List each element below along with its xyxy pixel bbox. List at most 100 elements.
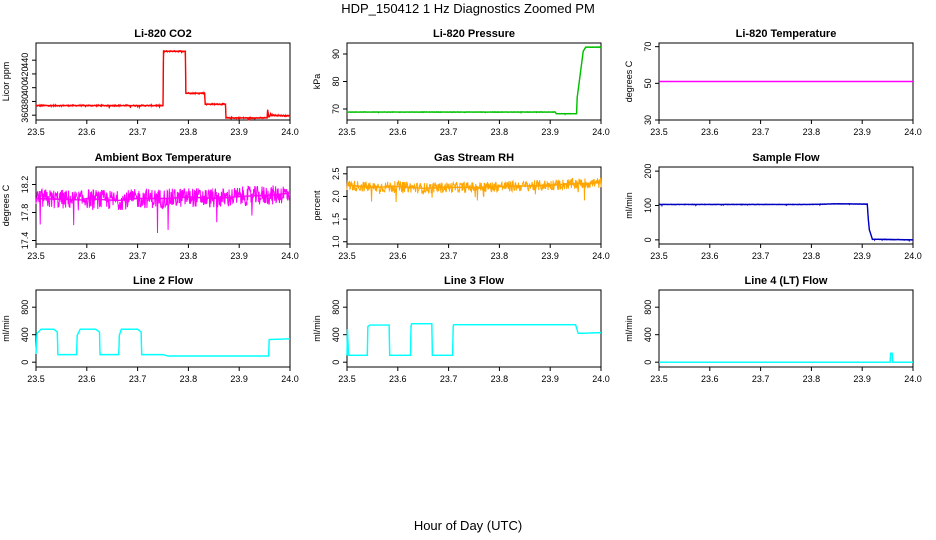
series-trend-line [347, 46, 601, 115]
x-tick-label: 23.8 [803, 127, 821, 137]
x-tick-label: 23.7 [752, 127, 770, 137]
y-tick-label: 2.5 [331, 168, 341, 181]
series-line [346, 177, 602, 202]
x-tick-label: 23.5 [338, 251, 356, 261]
x-tick-label: 23.5 [338, 127, 356, 137]
y-tick-label: 1.0 [331, 235, 341, 248]
y-tick-label: 400 [643, 327, 653, 342]
plot-frame [35, 166, 291, 245]
x-tick-label: 23.9 [230, 374, 248, 384]
y-tick-label: 200 [643, 164, 653, 179]
x-tick-label: 23.8 [180, 127, 198, 137]
x-tick-label: 23.6 [701, 251, 719, 261]
chart-panel-4: Ambient Box Temperature degrees C 23.5 23.6… [1, 152, 299, 261]
series-trend-line [35, 192, 291, 202]
x-tick-label: 23.8 [491, 127, 509, 137]
y-tick-label: 100 [643, 198, 653, 213]
x-tick-label: 23.9 [541, 374, 559, 384]
x-tick-label: 23.9 [853, 251, 871, 261]
y-tick-label: 30 [643, 115, 653, 125]
x-tick-label: 23.9 [853, 374, 871, 384]
y-tick-label: 400 [20, 327, 30, 342]
y-tick-label: 440 [20, 53, 30, 68]
y-tick-label: 18.2 [20, 176, 30, 194]
y-tick-label: 17.8 [20, 204, 30, 222]
series-trend-line [346, 322, 602, 357]
panel-title: Li-820 CO2 [134, 28, 191, 40]
y-tick-label: 0 [643, 237, 653, 242]
y-axis-label: degrees C [1, 184, 11, 226]
y-tick-label: 70 [331, 104, 341, 114]
y-axis-label: ml/min [624, 315, 634, 342]
x-tick-label: 23.6 [78, 251, 96, 261]
x-tick-label: 23.5 [27, 251, 45, 261]
x-tick-label: 23.7 [129, 251, 147, 261]
x-tick-label: 23.6 [78, 374, 96, 384]
x-tick-label: 23.7 [752, 251, 770, 261]
y-tick-label: 2.0 [331, 190, 341, 203]
plot-frame [346, 42, 602, 121]
plot-frame [35, 42, 291, 121]
x-tick-label: 23.6 [701, 127, 719, 137]
y-axis-label: ml/min [1, 315, 11, 342]
y-tick-label: 400 [331, 327, 341, 342]
x-tick-label: 23.6 [701, 374, 719, 384]
y-tick-label: 800 [331, 300, 341, 315]
x-tick-label: 23.8 [803, 374, 821, 384]
y-tick-label: 400 [20, 80, 30, 95]
y-axis-label: Licor ppm [1, 62, 11, 102]
y-tick-label: 800 [20, 300, 30, 315]
x-tick-label: 23.5 [650, 374, 668, 384]
panel-title: Li-820 Temperature [736, 28, 837, 40]
x-tick-label: 23.5 [338, 374, 356, 384]
x-tick-label: 23.7 [752, 374, 770, 384]
x-tick-label: 23.5 [650, 251, 668, 261]
panel-title: Line 4 (LT) Flow [745, 275, 828, 287]
x-tick-label: 23.7 [129, 127, 147, 137]
panel-title: Ambient Box Temperature [95, 152, 232, 164]
y-tick-label: 360 [20, 108, 30, 123]
series-trend-line [659, 352, 913, 363]
panel-title: Li-820 Pressure [433, 28, 515, 40]
chart-panel-5: Gas Stream RH percent 23.5 23.6 23.7 23.8 23.9… [312, 152, 610, 261]
chart-panel-3: Li-820 Temperature degrees C 23.5 23.6 23.7 2… [624, 28, 922, 137]
x-tick-label: 24.0 [904, 251, 922, 261]
series-line [346, 323, 602, 356]
y-tick-label: 50 [643, 78, 653, 88]
y-axis-label: percent [312, 190, 322, 221]
x-tick-label: 24.0 [281, 251, 299, 261]
series-trend-line [346, 182, 602, 189]
figure-x-axis-label: Hour of Day (UTC) [413, 518, 523, 533]
series-line [35, 328, 291, 357]
series-trend-line [35, 328, 291, 357]
x-tick-label: 23.9 [230, 127, 248, 137]
y-tick-label: 0 [643, 360, 653, 365]
panel-title: Sample Flow [752, 152, 820, 164]
series-trend-line [36, 50, 291, 119]
panel-title: Line 2 Flow [133, 275, 193, 287]
y-tick-label: 90 [331, 49, 341, 59]
x-tick-label: 24.0 [904, 374, 922, 384]
x-tick-label: 23.5 [27, 127, 45, 137]
y-tick-label: 1.5 [331, 213, 341, 226]
chart-panel-7: Line 2 Flow ml/min 23.5 23.6 23.7 23.8 23.9 24.… [1, 275, 299, 384]
x-tick-label: 24.0 [592, 127, 610, 137]
y-tick-label: 0 [20, 360, 30, 365]
series-line [346, 46, 602, 116]
panel-title: Line 3 Flow [444, 275, 504, 287]
x-tick-label: 24.0 [592, 251, 610, 261]
y-tick-label: 80 [331, 76, 341, 86]
x-tick-label: 23.6 [389, 127, 407, 137]
x-tick-label: 23.7 [440, 127, 458, 137]
chart-panel-8: Line 3 Flow ml/min 23.5 23.6 23.7 23.8 23.9 24.… [312, 275, 610, 384]
x-tick-label: 23.9 [230, 251, 248, 261]
chart-panel-6: Sample Flow ml/min 23.5 23.6 23.7 23.8 23.9 24.… [624, 152, 922, 261]
x-tick-label: 23.6 [389, 251, 407, 261]
x-tick-label: 24.0 [281, 374, 299, 384]
y-tick-label: 17.4 [20, 232, 30, 250]
x-tick-label: 23.6 [389, 374, 407, 384]
panel-title: Gas Stream RH [434, 152, 514, 164]
y-axis-label: ml/min [312, 315, 322, 342]
y-axis-label: ml/min [624, 192, 634, 219]
